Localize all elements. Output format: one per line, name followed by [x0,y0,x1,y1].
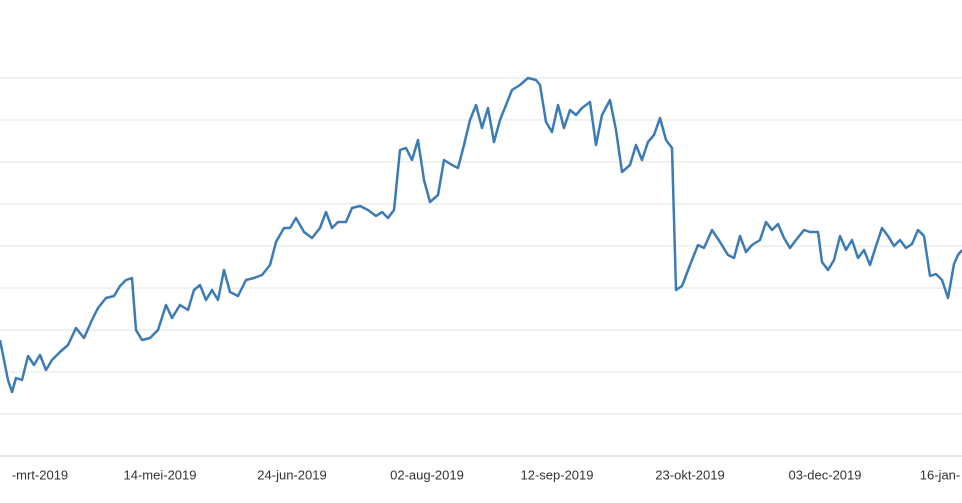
x-tick-label: 03-dec-2019 [789,467,862,482]
x-tick-label: 14-mei-2019 [124,467,197,482]
x-tick-label: -mrt-2019 [12,467,68,482]
x-tick-label: 02-aug-2019 [390,467,464,482]
line-series [0,76,962,394]
x-tick-label: 23-okt-2019 [655,467,724,482]
x-tick-label: 24-jun-2019 [257,467,326,482]
x-tick-label: 16-jan- [920,467,960,482]
x-tick-label: 12-sep-2019 [521,467,594,482]
